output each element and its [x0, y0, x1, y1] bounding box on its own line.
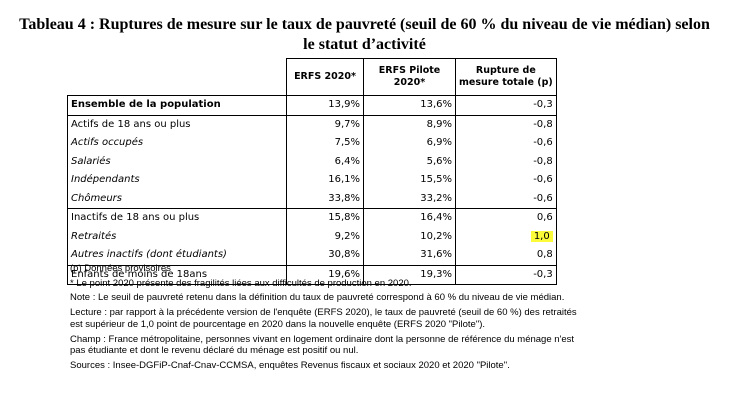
cell-erfs2020: 7,5%: [286, 134, 364, 153]
poverty-table: ERFS 2020* ERFS Pilote 2020* Rupture de me…: [67, 58, 557, 285]
cell-rupture: -0,6: [455, 171, 557, 190]
asterisk-note: * Le point 2020 présente des fragilités …: [70, 277, 412, 289]
cell-pilote: 6,9%: [363, 134, 456, 153]
lecture-note: Lecture : par rapport à la précédente ve…: [70, 307, 577, 330]
cell-pilote: 31,6%: [363, 246, 456, 266]
cell-pilote: 10,2%: [363, 227, 456, 246]
cell-rupture: -0,8: [455, 115, 557, 134]
title-line-2: le statut d’activité: [303, 36, 426, 53]
cell-pilote: 16,4%: [363, 208, 456, 228]
table-row: Indépendants 16,1% 15,5% -0,6: [67, 171, 557, 190]
row-label: Enfants de moins de 18ans: [67, 265, 287, 285]
row-label: Chômeurs: [67, 189, 287, 209]
row-label: Autres inactifs (dont étudiants): [67, 246, 287, 266]
header-row: ERFS 2020* ERFS Pilote 2020* Rupture de me…: [68, 58, 557, 96]
row-label: Actifs de 18 ans ou plus: [67, 115, 287, 134]
table-row: Salariés 6,4% 5,6% -0,8: [67, 152, 557, 171]
champ-note: Champ : France métropolitaine, personnes…: [70, 333, 575, 357]
table-row: Autres inactifs (dont étudiants) 30,8% 3…: [67, 246, 557, 266]
row-label: Indépendants: [67, 171, 287, 190]
sources-note: Sources : Insee-DGFiP-Cnaf-Cnav-CCMSA, e…: [70, 359, 510, 371]
cell-rupture: -0,6: [455, 189, 557, 209]
cell-rupture: -0,3: [455, 265, 557, 285]
table-notes: (p) Données provisoires * Le point 2020 …: [70, 263, 670, 375]
cell-pilote: 8,9%: [363, 115, 456, 134]
cell-erfs2020: 9,7%: [286, 115, 364, 134]
cell-erfs2020: 16,1%: [286, 171, 364, 190]
cell-erfs2020: 15,8%: [286, 208, 364, 228]
cell-erfs2020: 13,9%: [286, 95, 364, 116]
header-rupture: Rupture de mesure totale (p): [455, 58, 557, 96]
header-erfs2020: ERFS 2020*: [286, 58, 364, 96]
row-label: Actifs occupés: [67, 134, 287, 153]
cell-pilote: 5,6%: [363, 152, 456, 171]
cell-erfs2020: 6,4%: [286, 152, 364, 171]
provisional-note: (p) Données provisoires: [70, 263, 171, 274]
table-title: Tableau 4 : Ruptures de mesure sur le ta…: [0, 15, 729, 55]
header-erfs-pilote: ERFS Pilote 2020*: [363, 58, 456, 96]
highlighted-value: 1,0: [530, 230, 553, 242]
cell-pilote: 19,3%: [363, 265, 456, 285]
table-row: Chômeurs 33,8% 33,2% -0,6: [67, 189, 557, 209]
row-label: Ensemble de la population: [67, 95, 287, 116]
cell-pilote: 13,6%: [363, 95, 456, 116]
method-note: Note : Le seuil de pauvreté retenu dans …: [70, 292, 565, 304]
cell-rupture: -0,6: [455, 134, 557, 153]
header-empty-cell: [68, 59, 287, 96]
cell-erfs2020: 19,6%: [286, 265, 364, 285]
table-row: Actifs de 18 ans ou plus 9,7% 8,9% -0,8: [67, 115, 557, 134]
table-row: Enfants de moins de 18ans 19,6% 19,3% -0…: [67, 265, 557, 285]
row-label: Salariés: [67, 152, 287, 171]
row-label: Retraités: [67, 227, 287, 246]
cell-erfs2020: 30,8%: [286, 246, 364, 266]
cell-pilote: 15,5%: [363, 171, 456, 190]
cell-rupture: -0,3: [455, 95, 557, 116]
cell-erfs2020: 9,2%: [286, 227, 364, 246]
cell-erfs2020: 33,8%: [286, 189, 364, 209]
title-line-1: Tableau 4 : Ruptures de mesure sur le ta…: [19, 16, 710, 33]
table-row: Inactifs de 18 ans ou plus 15,8% 16,4% 0…: [67, 208, 557, 228]
row-label: Inactifs de 18 ans ou plus: [67, 208, 287, 228]
table-row: Actifs occupés 7,5% 6,9% -0,6: [67, 134, 557, 153]
cell-rupture: 0,6: [455, 208, 557, 228]
table-row: Ensemble de la population 13,9% 13,6% -0…: [67, 95, 557, 116]
cell-rupture: 1,0: [455, 227, 557, 246]
cell-rupture: -0,8: [455, 152, 557, 171]
table-row: Retraités 9,2% 10,2% 1,0: [67, 227, 557, 246]
cell-pilote: 33,2%: [363, 189, 456, 209]
cell-rupture: 0,8: [455, 246, 557, 266]
